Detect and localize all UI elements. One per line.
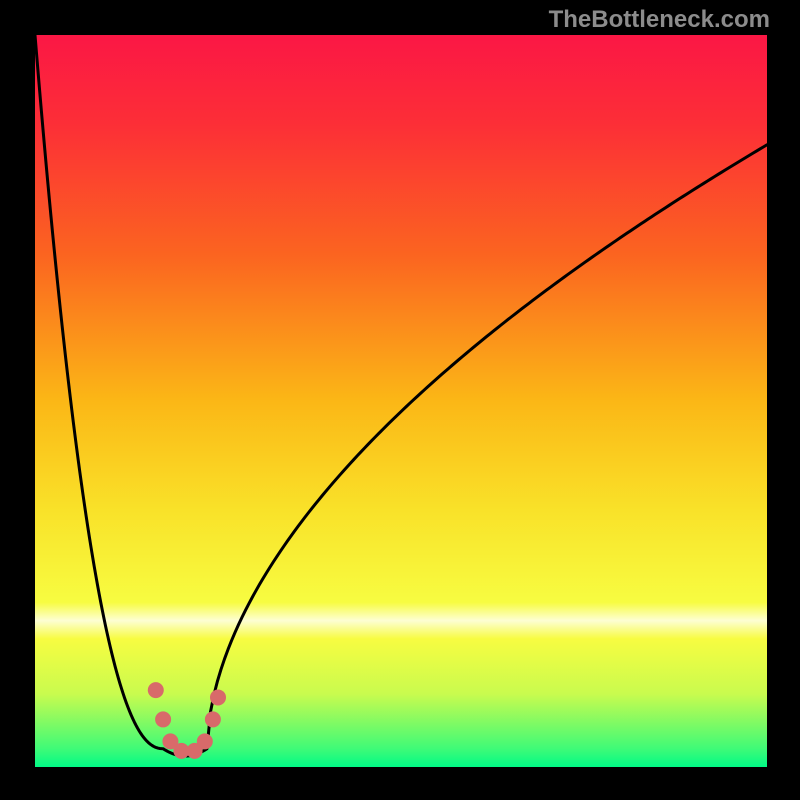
valley-marker: [155, 711, 171, 727]
valley-marker: [210, 689, 226, 705]
plot-svg: [35, 35, 767, 767]
valley-marker: [148, 682, 164, 698]
valley-marker: [205, 711, 221, 727]
watermark-text: TheBottleneck.com: [549, 6, 770, 34]
valley-marker: [197, 733, 213, 749]
plot-area: [35, 35, 767, 767]
gradient-background: [35, 35, 767, 767]
chart-root: TheBottleneck.com: [0, 0, 800, 800]
